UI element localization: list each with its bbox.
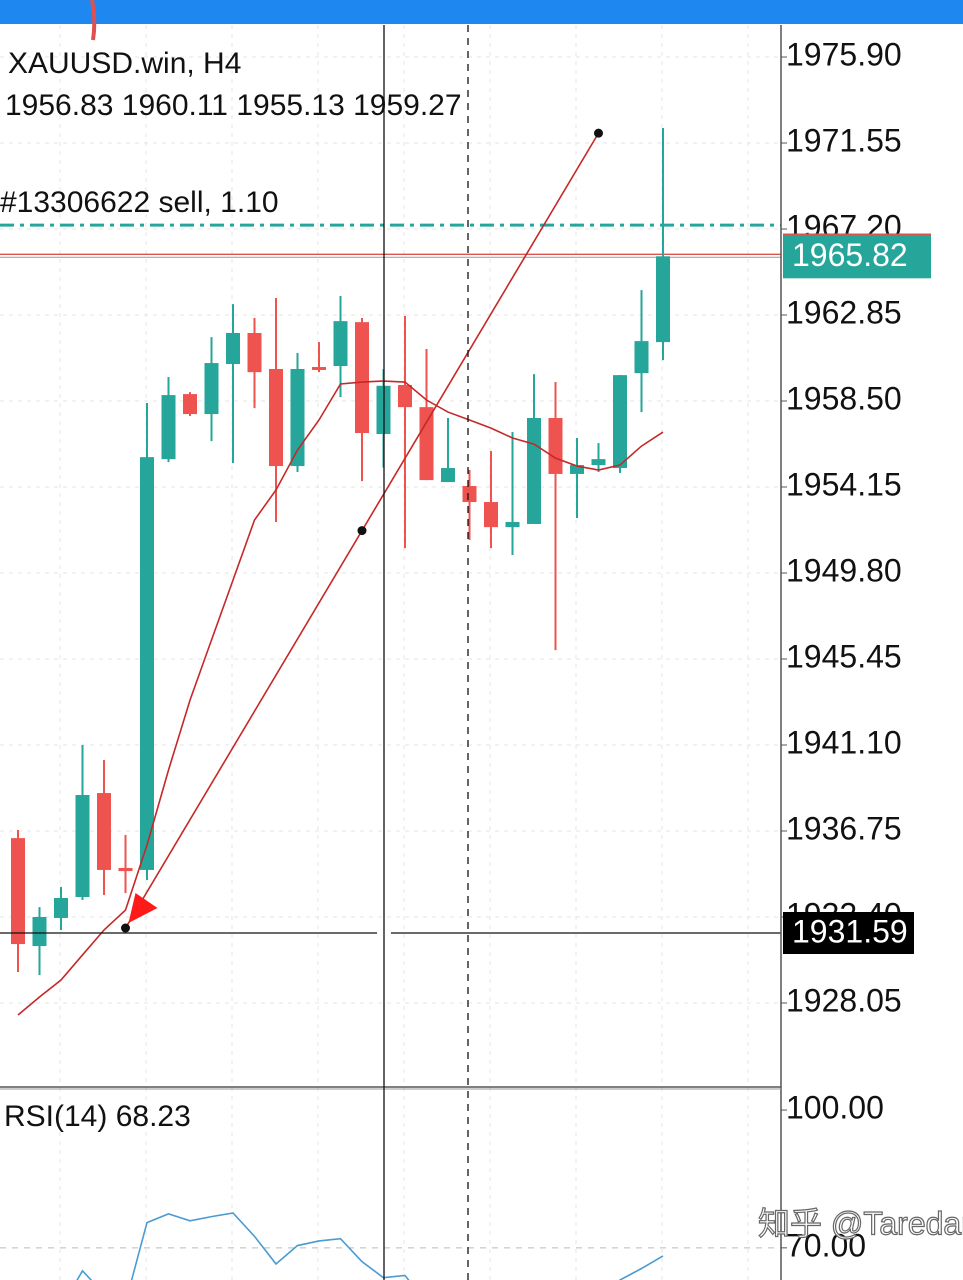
price-pane: #13306622 sell, 1.10 — [0, 127, 781, 1016]
candle-body — [398, 384, 412, 408]
candle-body — [226, 333, 240, 365]
symbol-title: XAUUSD.win, H4 — [8, 47, 241, 80]
rsi-pane — [76, 1212, 664, 1280]
candle-body — [570, 465, 584, 474]
candle-body — [505, 521, 520, 528]
candle-body — [247, 333, 262, 373]
overlay: 1965.82 1931.59 — [783, 233, 931, 954]
rsi-tick-label: 100.00 — [786, 1090, 884, 1126]
candle-body — [118, 867, 133, 872]
y-tick-label: 1941.10 — [786, 724, 902, 760]
candle-body — [269, 368, 283, 467]
candle-body — [634, 341, 649, 374]
y-tick-label: 1971.55 — [786, 122, 902, 158]
candle-body — [11, 838, 25, 945]
y-tick-label: 1945.45 — [786, 638, 902, 674]
candle-body — [312, 367, 326, 370]
rsi-label: RSI(14) 68.23 — [4, 1100, 191, 1133]
candle-body — [333, 321, 348, 367]
crosshair-label-box — [783, 911, 914, 954]
pen-stroke — [90, 0, 97, 41]
moving-average — [17, 380, 664, 1016]
y-tick-label: 1975.90 — [786, 36, 902, 72]
candle-body — [54, 898, 68, 918]
candle-body — [355, 322, 369, 434]
candle-body — [161, 395, 176, 460]
y-tick-label: 1936.75 — [786, 810, 902, 846]
watermark: 知乎 @Taredar — [758, 1205, 963, 1241]
bid-label-box — [783, 234, 931, 279]
top-bar — [0, 0, 963, 24]
y-tick-label: 1954.15 — [786, 466, 902, 502]
candle-body — [419, 407, 434, 481]
candle-body — [290, 368, 305, 467]
entry-arrow — [128, 893, 158, 924]
candle-body — [204, 363, 219, 415]
crosshair-label: 1931.59 — [792, 913, 908, 949]
candle-body — [183, 394, 197, 415]
bid-label: 1965.82 — [792, 237, 908, 273]
candle-body — [462, 486, 477, 503]
y-tick-label: 1928.05 — [786, 982, 902, 1018]
candle-body — [613, 375, 627, 469]
candle-body — [548, 418, 563, 474]
trend-anchor — [594, 128, 603, 138]
y-tick-label: 1958.50 — [786, 380, 902, 416]
candle-body — [656, 256, 670, 343]
candle-body — [32, 916, 47, 947]
rsi-line — [76, 1212, 664, 1280]
rsi-tick-label: 70.00 — [786, 1227, 866, 1263]
candle-body — [97, 793, 111, 870]
candle-body — [591, 459, 606, 466]
candle-body — [140, 457, 154, 870]
price-axis: 1975.901971.551967.201962.851958.501954.… — [781, 36, 902, 1263]
candle-body — [441, 468, 455, 483]
trend-anchor — [121, 923, 130, 933]
y-tick-label: 1962.85 — [786, 294, 902, 330]
grid — [0, 25, 781, 1280]
trend-mid — [357, 526, 367, 536]
y-tick-label: 1949.80 — [786, 552, 902, 588]
order-label: #13306622 sell, 1.10 — [0, 186, 279, 219]
candle-body — [484, 502, 498, 528]
candle-body — [527, 418, 541, 524]
ohlc-readout: 1956.83 1960.11 1955.13 1959.27 — [5, 89, 462, 122]
candle-body — [75, 795, 90, 898]
